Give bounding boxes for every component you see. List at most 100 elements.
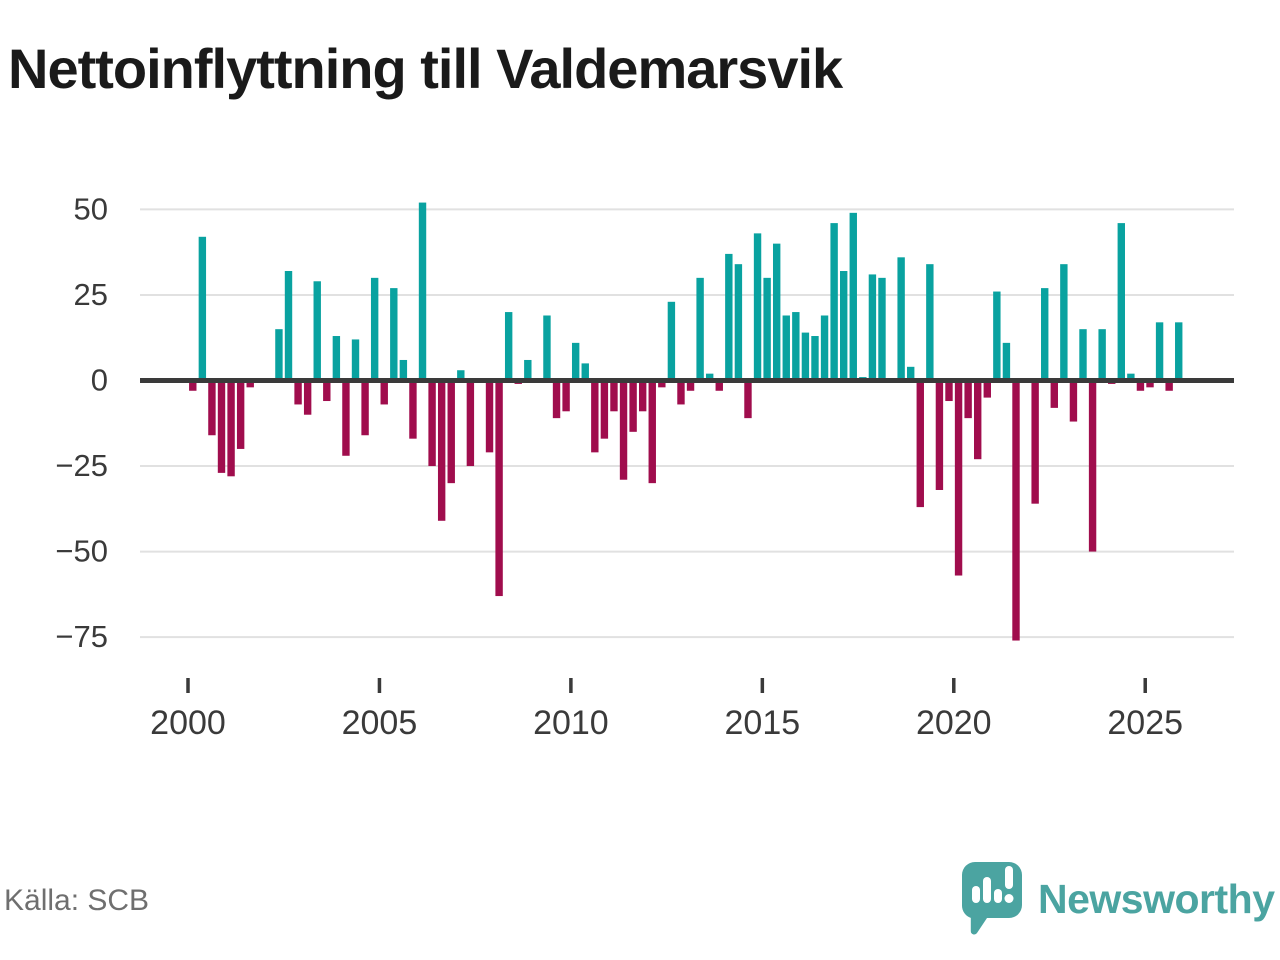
- bar-2013Q2: [696, 277, 704, 381]
- bar-2016Q1: [801, 332, 810, 381]
- bar-2005Q3: [399, 359, 408, 381]
- mini-bar-1: [972, 886, 980, 903]
- mini-bar-2: [983, 877, 991, 903]
- bar-2012Q3: [667, 301, 676, 381]
- bar-2012Q1: [648, 380, 656, 484]
- bar-2013Q1: [686, 380, 695, 391]
- bar-2015Q3: [782, 315, 790, 381]
- bar-2016Q3: [820, 315, 829, 381]
- bar-2013Q3: [705, 373, 714, 381]
- y-tick-label-0: 0: [91, 363, 108, 398]
- bar-2004Q2: [351, 339, 360, 381]
- bar-2007Q4: [485, 380, 494, 453]
- bar-2019Q3: [935, 380, 944, 490]
- bar-2006Q3: [437, 380, 446, 521]
- bar-2004Q1: [342, 380, 350, 456]
- bar-2003Q4: [332, 336, 341, 381]
- bar-2000Q1: [189, 380, 197, 391]
- bar-2009Q3: [552, 380, 561, 419]
- bar-2005Q4: [409, 380, 417, 439]
- bar-2002Q2: [275, 329, 283, 381]
- bar-2021Q1: [993, 291, 1001, 381]
- x-tick-label-2000: 2000: [150, 704, 226, 742]
- y-tick-label--25: −25: [55, 448, 108, 483]
- bar-2003Q2: [313, 281, 321, 381]
- bar-2024Q4: [1136, 380, 1145, 391]
- y-tick-label-50: 50: [74, 191, 108, 226]
- brand-lockup: Newsworthy: [960, 860, 1275, 938]
- bar-2011Q1: [610, 380, 618, 412]
- bar-2004Q3: [361, 380, 369, 436]
- bar-2018Q4: [907, 366, 915, 381]
- y-tick-label--75: −75: [55, 619, 108, 654]
- bar-2005Q2: [390, 288, 398, 381]
- bar-2001Q2: [236, 380, 245, 449]
- bar-2015Q2: [772, 243, 781, 381]
- bar-2010Q3: [591, 380, 599, 453]
- bar-2016Q2: [811, 336, 819, 381]
- bar-2018Q3: [897, 257, 905, 381]
- bar-2024Q3: [1127, 373, 1135, 381]
- bar-2011Q2: [619, 380, 628, 480]
- brand-name: Newsworthy: [1038, 875, 1275, 922]
- bar-2003Q1: [303, 380, 312, 415]
- bar-2021Q3: [1012, 380, 1020, 641]
- bar-2006Q4: [447, 380, 455, 484]
- bar-2023Q3: [1088, 380, 1097, 552]
- exclamation-dot: [1004, 894, 1014, 903]
- bar-2009Q4: [562, 380, 570, 412]
- bar-2012Q2: [658, 380, 666, 388]
- bar-2020Q1: [954, 380, 963, 576]
- bar-2017Q1: [839, 271, 848, 381]
- bar-2014Q4: [753, 233, 762, 381]
- bar-2013Q4: [715, 380, 723, 391]
- x-tick-label-2005: 2005: [342, 704, 418, 742]
- bar-2010Q1: [571, 342, 580, 381]
- bar-2007Q1: [457, 370, 465, 381]
- bar-2012Q4: [677, 380, 685, 405]
- bar-2008Q4: [524, 359, 532, 381]
- bar-2022Q2: [1041, 288, 1049, 381]
- bar-2011Q3: [629, 380, 637, 432]
- mini-bar-3: [994, 889, 1002, 903]
- bar-2019Q1: [916, 380, 924, 508]
- bar-2022Q3: [1050, 380, 1058, 408]
- bar-2025Q4: [1175, 322, 1183, 381]
- y-tick-label--50: −50: [55, 534, 108, 569]
- bar-2000Q2: [198, 236, 207, 381]
- bar-2000Q4: [217, 380, 226, 473]
- bar-2002Q4: [294, 380, 302, 405]
- bar-2010Q4: [600, 380, 609, 439]
- bar-2002Q3: [284, 271, 293, 381]
- bar-2023Q4: [1098, 329, 1106, 381]
- bar-2018Q1: [878, 277, 886, 381]
- bar-2019Q2: [926, 264, 934, 381]
- bar-2022Q1: [1031, 380, 1039, 504]
- page-title: Nettoinflyttning till Valdemarsvik: [8, 37, 843, 100]
- bar-2008Q1: [495, 380, 503, 597]
- bar-2010Q2: [581, 363, 589, 381]
- bar-2023Q1: [1069, 380, 1078, 422]
- bar-2001Q3: [246, 380, 254, 388]
- x-tick-label-2025: 2025: [1107, 704, 1183, 742]
- bar-2017Q4: [868, 274, 877, 381]
- bar-2023Q2: [1079, 329, 1087, 381]
- bar-2007Q2: [466, 380, 475, 467]
- exclamation-bar: [1005, 866, 1013, 889]
- bar-2006Q1: [418, 202, 427, 381]
- bar-2016Q4: [830, 223, 838, 381]
- x-tick-label-2020: 2020: [916, 704, 992, 742]
- bar-2020Q4: [983, 380, 991, 398]
- bar-2004Q4: [370, 277, 379, 381]
- bar-2014Q3: [744, 380, 752, 419]
- bar-2009Q2: [543, 315, 551, 381]
- bar-2003Q3: [323, 380, 331, 402]
- bar-2017Q2: [849, 212, 857, 381]
- bar-2019Q4: [945, 380, 953, 402]
- bar-2006Q2: [428, 380, 436, 467]
- bar-2008Q2: [504, 312, 513, 381]
- bar-2020Q3: [974, 380, 982, 460]
- y-tick-label-25: 25: [74, 277, 108, 312]
